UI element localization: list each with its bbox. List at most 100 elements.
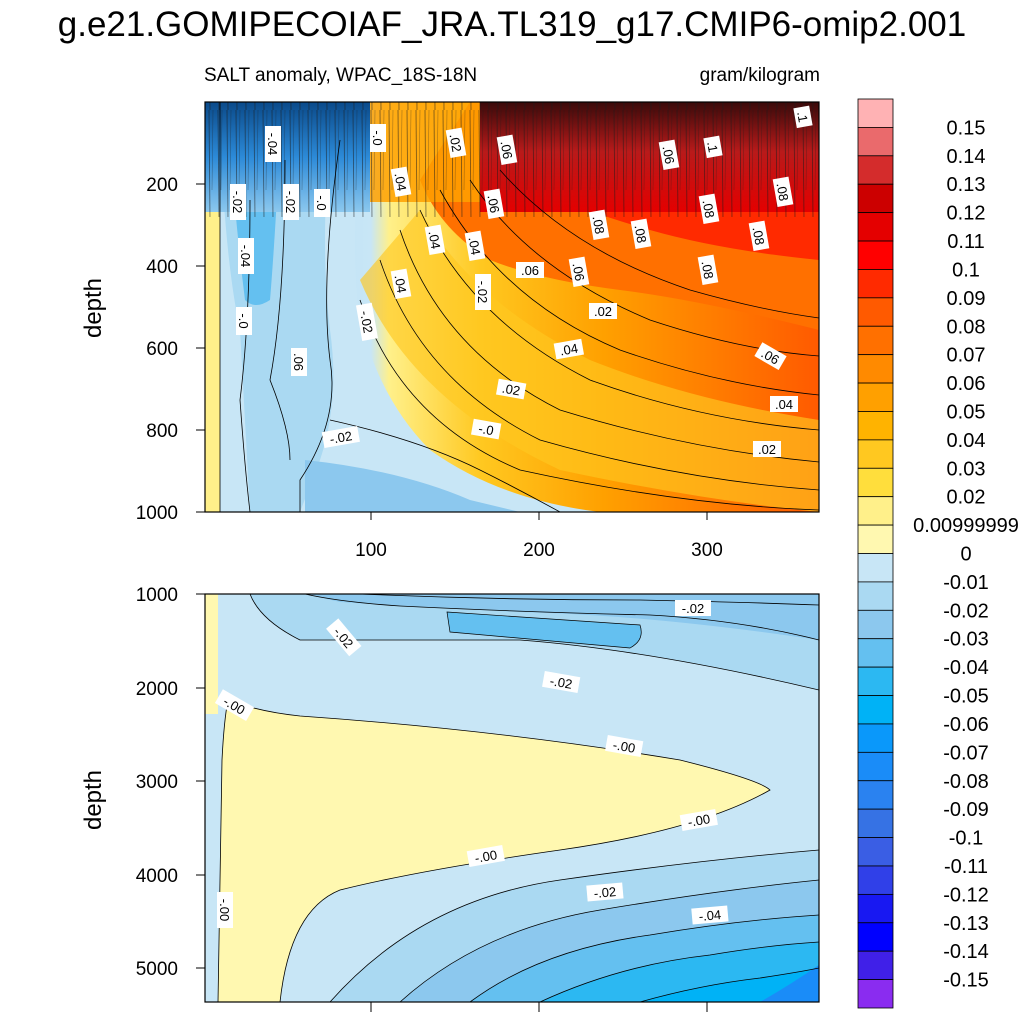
colorbar-label: 0.07 xyxy=(947,345,986,367)
contour-label: -.02 xyxy=(355,302,378,341)
colorbar-box xyxy=(857,212,894,242)
colorbar-label: -0.11 xyxy=(944,856,988,878)
lower-y-axis: 1000 2000 3000 4000 5000 depth xyxy=(80,585,205,980)
xtick-100: 100 xyxy=(355,540,387,561)
svg-text:.04: .04 xyxy=(775,397,793,412)
svg-text:.02: .02 xyxy=(501,381,521,399)
colorbar-label: 0.11 xyxy=(947,231,984,253)
colorbar-box xyxy=(857,297,894,327)
contour-label: -.0 xyxy=(314,189,330,217)
colorbar-label: 0.08 xyxy=(947,316,986,338)
svg-text:-.0: -.0 xyxy=(236,313,251,328)
lower-contour-labels: -.02-.02-.02-.00-.00-.00-.00-.02-.04-.00 xyxy=(214,600,729,928)
colorbar-label: 0.06 xyxy=(947,373,986,395)
contour-label: .1 xyxy=(703,135,723,159)
colorbar-box xyxy=(857,354,894,384)
colorbar-box xyxy=(857,127,894,157)
svg-text:.08: .08 xyxy=(632,224,650,244)
contour-label: .08 xyxy=(697,254,719,286)
colorbar-label: 0.15 xyxy=(947,117,986,139)
svg-text:.04: .04 xyxy=(466,236,484,256)
colorbar-box xyxy=(857,950,894,981)
svg-text:.1: .1 xyxy=(794,110,811,123)
svg-text:-.0: -.0 xyxy=(314,195,329,210)
contour-label: -.04 xyxy=(691,905,729,925)
lower-y-axis-label: depth xyxy=(80,770,107,830)
colorbar-label: -0.13 xyxy=(943,913,989,935)
upper-panel-field xyxy=(205,102,819,512)
upper-y-axis: 200 400 600 800 1000 depth xyxy=(80,175,205,524)
colorbar-box xyxy=(857,808,894,838)
svg-text:.08: .08 xyxy=(590,215,608,235)
svg-text:.04: .04 xyxy=(559,341,579,359)
svg-text:-.02: -.02 xyxy=(230,191,245,213)
contour-label: .04 xyxy=(770,396,798,412)
contour-label: -.00 xyxy=(466,845,505,868)
colorbar-label: -0.07 xyxy=(943,742,989,764)
svg-text:.1: .1 xyxy=(704,140,721,153)
contour-label: .02 xyxy=(753,441,781,457)
svg-text:.02: .02 xyxy=(447,133,465,153)
lower-ytick-2000: 2000 xyxy=(136,679,178,700)
colorbar-box xyxy=(857,666,894,696)
lower-left-strip xyxy=(205,594,218,714)
svg-text:.08: .08 xyxy=(699,260,717,280)
contour-label: .08 xyxy=(630,218,652,250)
upper-cool-bottom xyxy=(305,460,520,512)
contour-label: -.00 xyxy=(605,735,644,758)
colorbar-box xyxy=(857,325,894,356)
contour-label: .04 xyxy=(424,224,446,256)
colorbar-label: 0 xyxy=(960,544,971,566)
colorbar-box xyxy=(857,183,894,214)
lower-ytick-3000: 3000 xyxy=(136,772,178,793)
contour-label: -.04 xyxy=(265,126,281,162)
contour-label: -.04 xyxy=(238,238,254,274)
svg-text:.08: .08 xyxy=(774,182,792,202)
lower-ytick-4000: 4000 xyxy=(136,866,178,887)
svg-text:-.00: -.00 xyxy=(687,811,712,830)
colorbar-label: -0.01 xyxy=(943,572,989,594)
xtick-200: 200 xyxy=(523,540,555,561)
svg-text:.06: .06 xyxy=(291,353,306,371)
svg-text:.06: .06 xyxy=(570,262,588,282)
x-axis: 100 200 300 xyxy=(355,512,723,1012)
colorbar-label: 0.04 xyxy=(947,430,986,452)
contour-label: .06 xyxy=(291,348,307,376)
colorbar-box xyxy=(857,240,894,270)
colorbar-box xyxy=(857,751,894,782)
contour-label: .1 xyxy=(793,105,813,129)
upper-panel-frame xyxy=(204,101,820,513)
svg-text:.08: .08 xyxy=(750,226,768,246)
colorbar-box xyxy=(857,155,894,185)
colorbar-label: 0.14 xyxy=(947,146,986,168)
upper-ytick-1000: 1000 xyxy=(136,503,178,524)
colorbar-box xyxy=(857,638,894,668)
contour-label: -.00 xyxy=(217,892,233,928)
svg-text:.04: .04 xyxy=(392,274,410,294)
svg-text:.02: .02 xyxy=(594,304,612,319)
chart-title: g.e21.GOMIPECOIAF_JRA.TL319_g17.CMIP6-om… xyxy=(58,5,966,44)
svg-text:-.00: -.00 xyxy=(612,737,637,756)
colorbar-box xyxy=(857,382,894,412)
xtick-300: 300 xyxy=(691,540,723,561)
colorbar-box xyxy=(857,979,894,1009)
lower-blue-bottom-5 xyxy=(640,968,819,1002)
lower-blue-bottom-6 xyxy=(760,965,819,1002)
contour-label: .02 xyxy=(589,303,617,319)
upper-contour-lines xyxy=(219,102,819,512)
colorbar-box xyxy=(857,98,894,128)
colorbar-label: 0.00999999 xyxy=(913,515,1019,537)
colorbar-label: -0.02 xyxy=(943,600,989,622)
lower-blue-lens xyxy=(446,611,642,649)
colorbar-label: 0.03 xyxy=(947,458,986,480)
svg-text:-.00: -.00 xyxy=(217,899,232,921)
contour-label: .08 xyxy=(748,220,770,252)
contour-label: .08 xyxy=(698,193,720,225)
contour-label: .02 xyxy=(495,378,527,400)
colorbar-box xyxy=(857,837,894,867)
contour-label: -.0 xyxy=(370,124,386,152)
colorbar-label: -0.15 xyxy=(943,970,989,992)
colorbar-label: -0.03 xyxy=(943,629,989,651)
colorbar-label: 0.02 xyxy=(947,487,986,509)
colorbar-box xyxy=(857,269,894,299)
